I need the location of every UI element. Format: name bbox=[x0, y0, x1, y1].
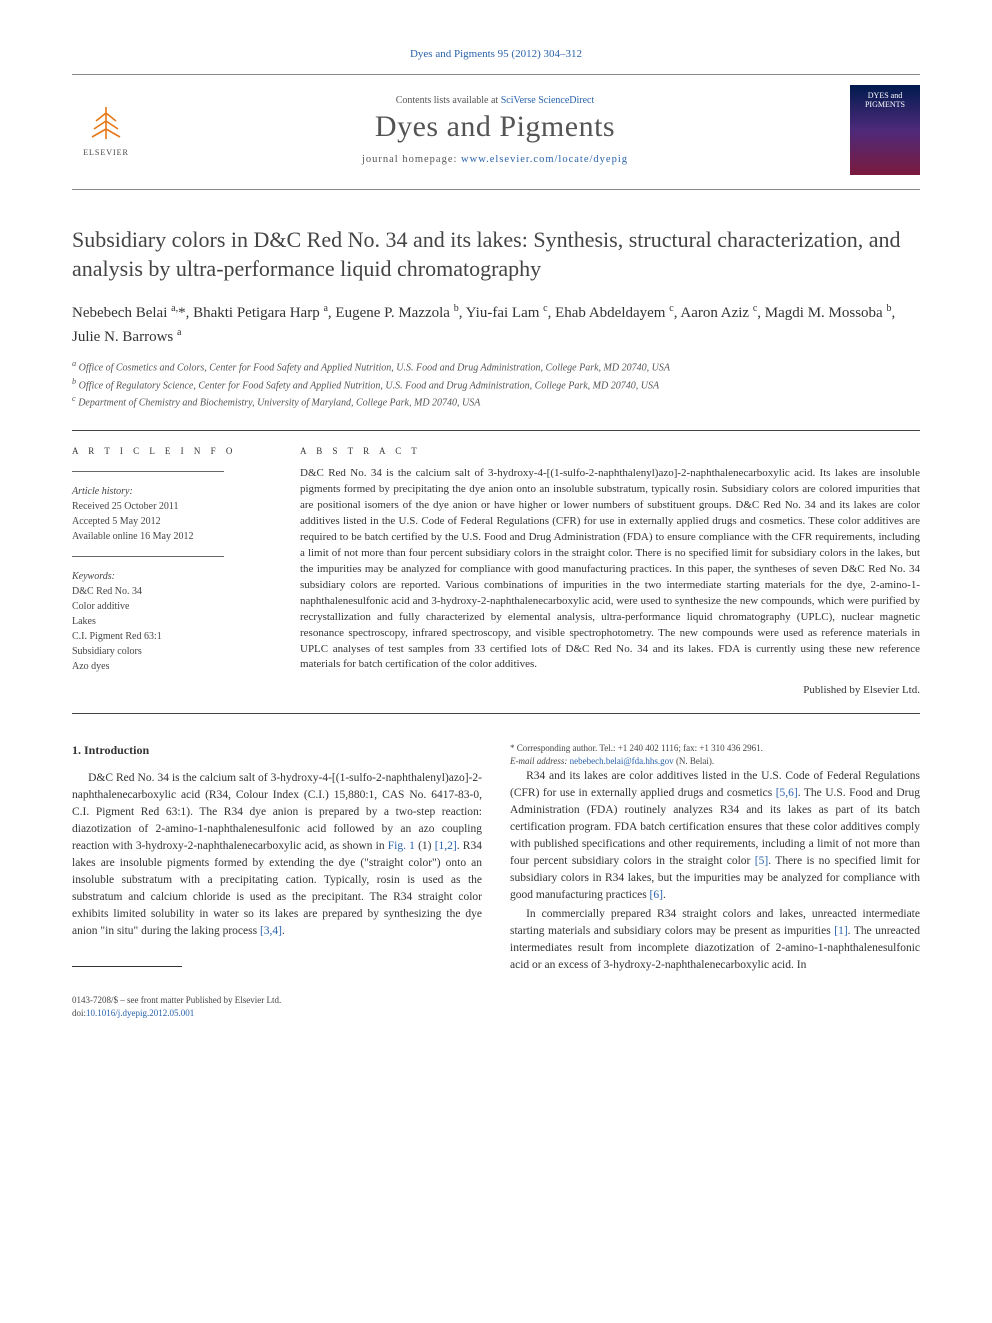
homepage-prefix: journal homepage: bbox=[362, 154, 461, 165]
affiliation-a: a Office of Cosmetics and Colors, Center… bbox=[72, 358, 920, 375]
article-info-label: A R T I C L E I N F O bbox=[72, 445, 264, 459]
citation-link[interactable]: [6] bbox=[650, 889, 663, 901]
doi-link[interactable]: 10.1016/j.dyepig.2012.05.001 bbox=[86, 1008, 194, 1018]
citation-link[interactable]: [5,6] bbox=[776, 787, 798, 799]
corr-author-line: * Corresponding author. Tel.: +1 240 402… bbox=[510, 742, 920, 755]
keyword: Lakes bbox=[72, 614, 264, 629]
history-received: Received 25 October 2011 bbox=[72, 499, 264, 514]
publisher-note: Published by Elsevier Ltd. bbox=[300, 683, 920, 699]
citation-link[interactable]: [1] bbox=[834, 925, 847, 937]
corresponding-author-footnote: * Corresponding author. Tel.: +1 240 402… bbox=[510, 742, 920, 767]
affiliation-b: b Office of Regulatory Science, Center f… bbox=[72, 376, 920, 393]
keyword: Color additive bbox=[72, 599, 264, 614]
body-text: 1. Introduction D&C Red No. 34 is the ca… bbox=[72, 742, 920, 974]
contents-line: Contents lists available at SciVerse Sci… bbox=[150, 95, 840, 106]
homepage-link[interactable]: www.elsevier.com/locate/dyepig bbox=[461, 154, 628, 165]
intro-paragraph-3: In commercially prepared R34 straight co… bbox=[510, 906, 920, 974]
sciencedirect-link[interactable]: SciVerse ScienceDirect bbox=[501, 95, 595, 106]
footnote-rule bbox=[72, 966, 182, 967]
corr-email-name: (N. Belai). bbox=[676, 756, 714, 766]
intro-paragraph-1: D&C Red No. 34 is the calcium salt of 3-… bbox=[72, 770, 482, 940]
page-footer: 0143-7208/$ – see front matter Published… bbox=[72, 994, 920, 1019]
keyword: Azo dyes bbox=[72, 659, 264, 674]
keyword: D&C Red No. 34 bbox=[72, 584, 264, 599]
figure-ref[interactable]: Fig. 1 bbox=[388, 840, 415, 852]
abstract-text: D&C Red No. 34 is the calcium salt of 3-… bbox=[300, 466, 920, 673]
corr-email-link[interactable]: nebebech.belai@fda.hhs.gov bbox=[570, 756, 674, 766]
affiliation-c: c Department of Chemistry and Biochemist… bbox=[72, 393, 920, 410]
elsevier-logo: ELSEVIER bbox=[72, 103, 140, 157]
history-accepted: Accepted 5 May 2012 bbox=[72, 514, 264, 529]
section-heading-intro: 1. Introduction bbox=[72, 742, 482, 760]
copyright-line: 0143-7208/$ – see front matter Published… bbox=[72, 994, 920, 1007]
abstract-column: A B S T R A C T D&C Red No. 34 is the ca… bbox=[282, 431, 920, 713]
intro-paragraph-2: R34 and its lakes are color additives li… bbox=[510, 768, 920, 904]
abstract-label: A B S T R A C T bbox=[300, 445, 920, 458]
email-label: E-mail address: bbox=[510, 756, 567, 766]
contents-prefix: Contents lists available at bbox=[396, 95, 501, 106]
citation-link[interactable]: [3,4] bbox=[260, 925, 282, 937]
citation-link[interactable]: [1,2] bbox=[435, 840, 457, 852]
keywords-head: Keywords: bbox=[72, 569, 264, 584]
journal-cover-thumb: DYES and PIGMENTS bbox=[850, 85, 920, 175]
homepage-line: journal homepage: www.elsevier.com/locat… bbox=[150, 154, 840, 165]
citation-link[interactable]: [5] bbox=[755, 855, 768, 867]
header-reference: Dyes and Pigments 95 (2012) 304–312 bbox=[72, 48, 920, 60]
keyword: Subsidiary colors bbox=[72, 644, 264, 659]
keyword: C.I. Pigment Red 63:1 bbox=[72, 629, 264, 644]
journal-name: Dyes and Pigments bbox=[150, 110, 840, 144]
history-online: Available online 16 May 2012 bbox=[72, 529, 264, 544]
cover-text: DYES and PIGMENTS bbox=[850, 91, 920, 109]
affiliations: a Office of Cosmetics and Colors, Center… bbox=[72, 358, 920, 410]
elsevier-text: ELSEVIER bbox=[72, 148, 140, 157]
doi-prefix: doi: bbox=[72, 1008, 86, 1018]
article-title: Subsidiary colors in D&C Red No. 34 and … bbox=[72, 226, 920, 283]
journal-masthead: ELSEVIER Contents lists available at Sci… bbox=[72, 74, 920, 190]
authors-list: Nebebech Belai a,*, Bhakti Petigara Harp… bbox=[72, 301, 920, 348]
history-head: Article history: bbox=[72, 484, 264, 499]
article-info-column: A R T I C L E I N F O Article history: R… bbox=[72, 431, 282, 713]
elsevier-tree-icon bbox=[72, 103, 140, 148]
